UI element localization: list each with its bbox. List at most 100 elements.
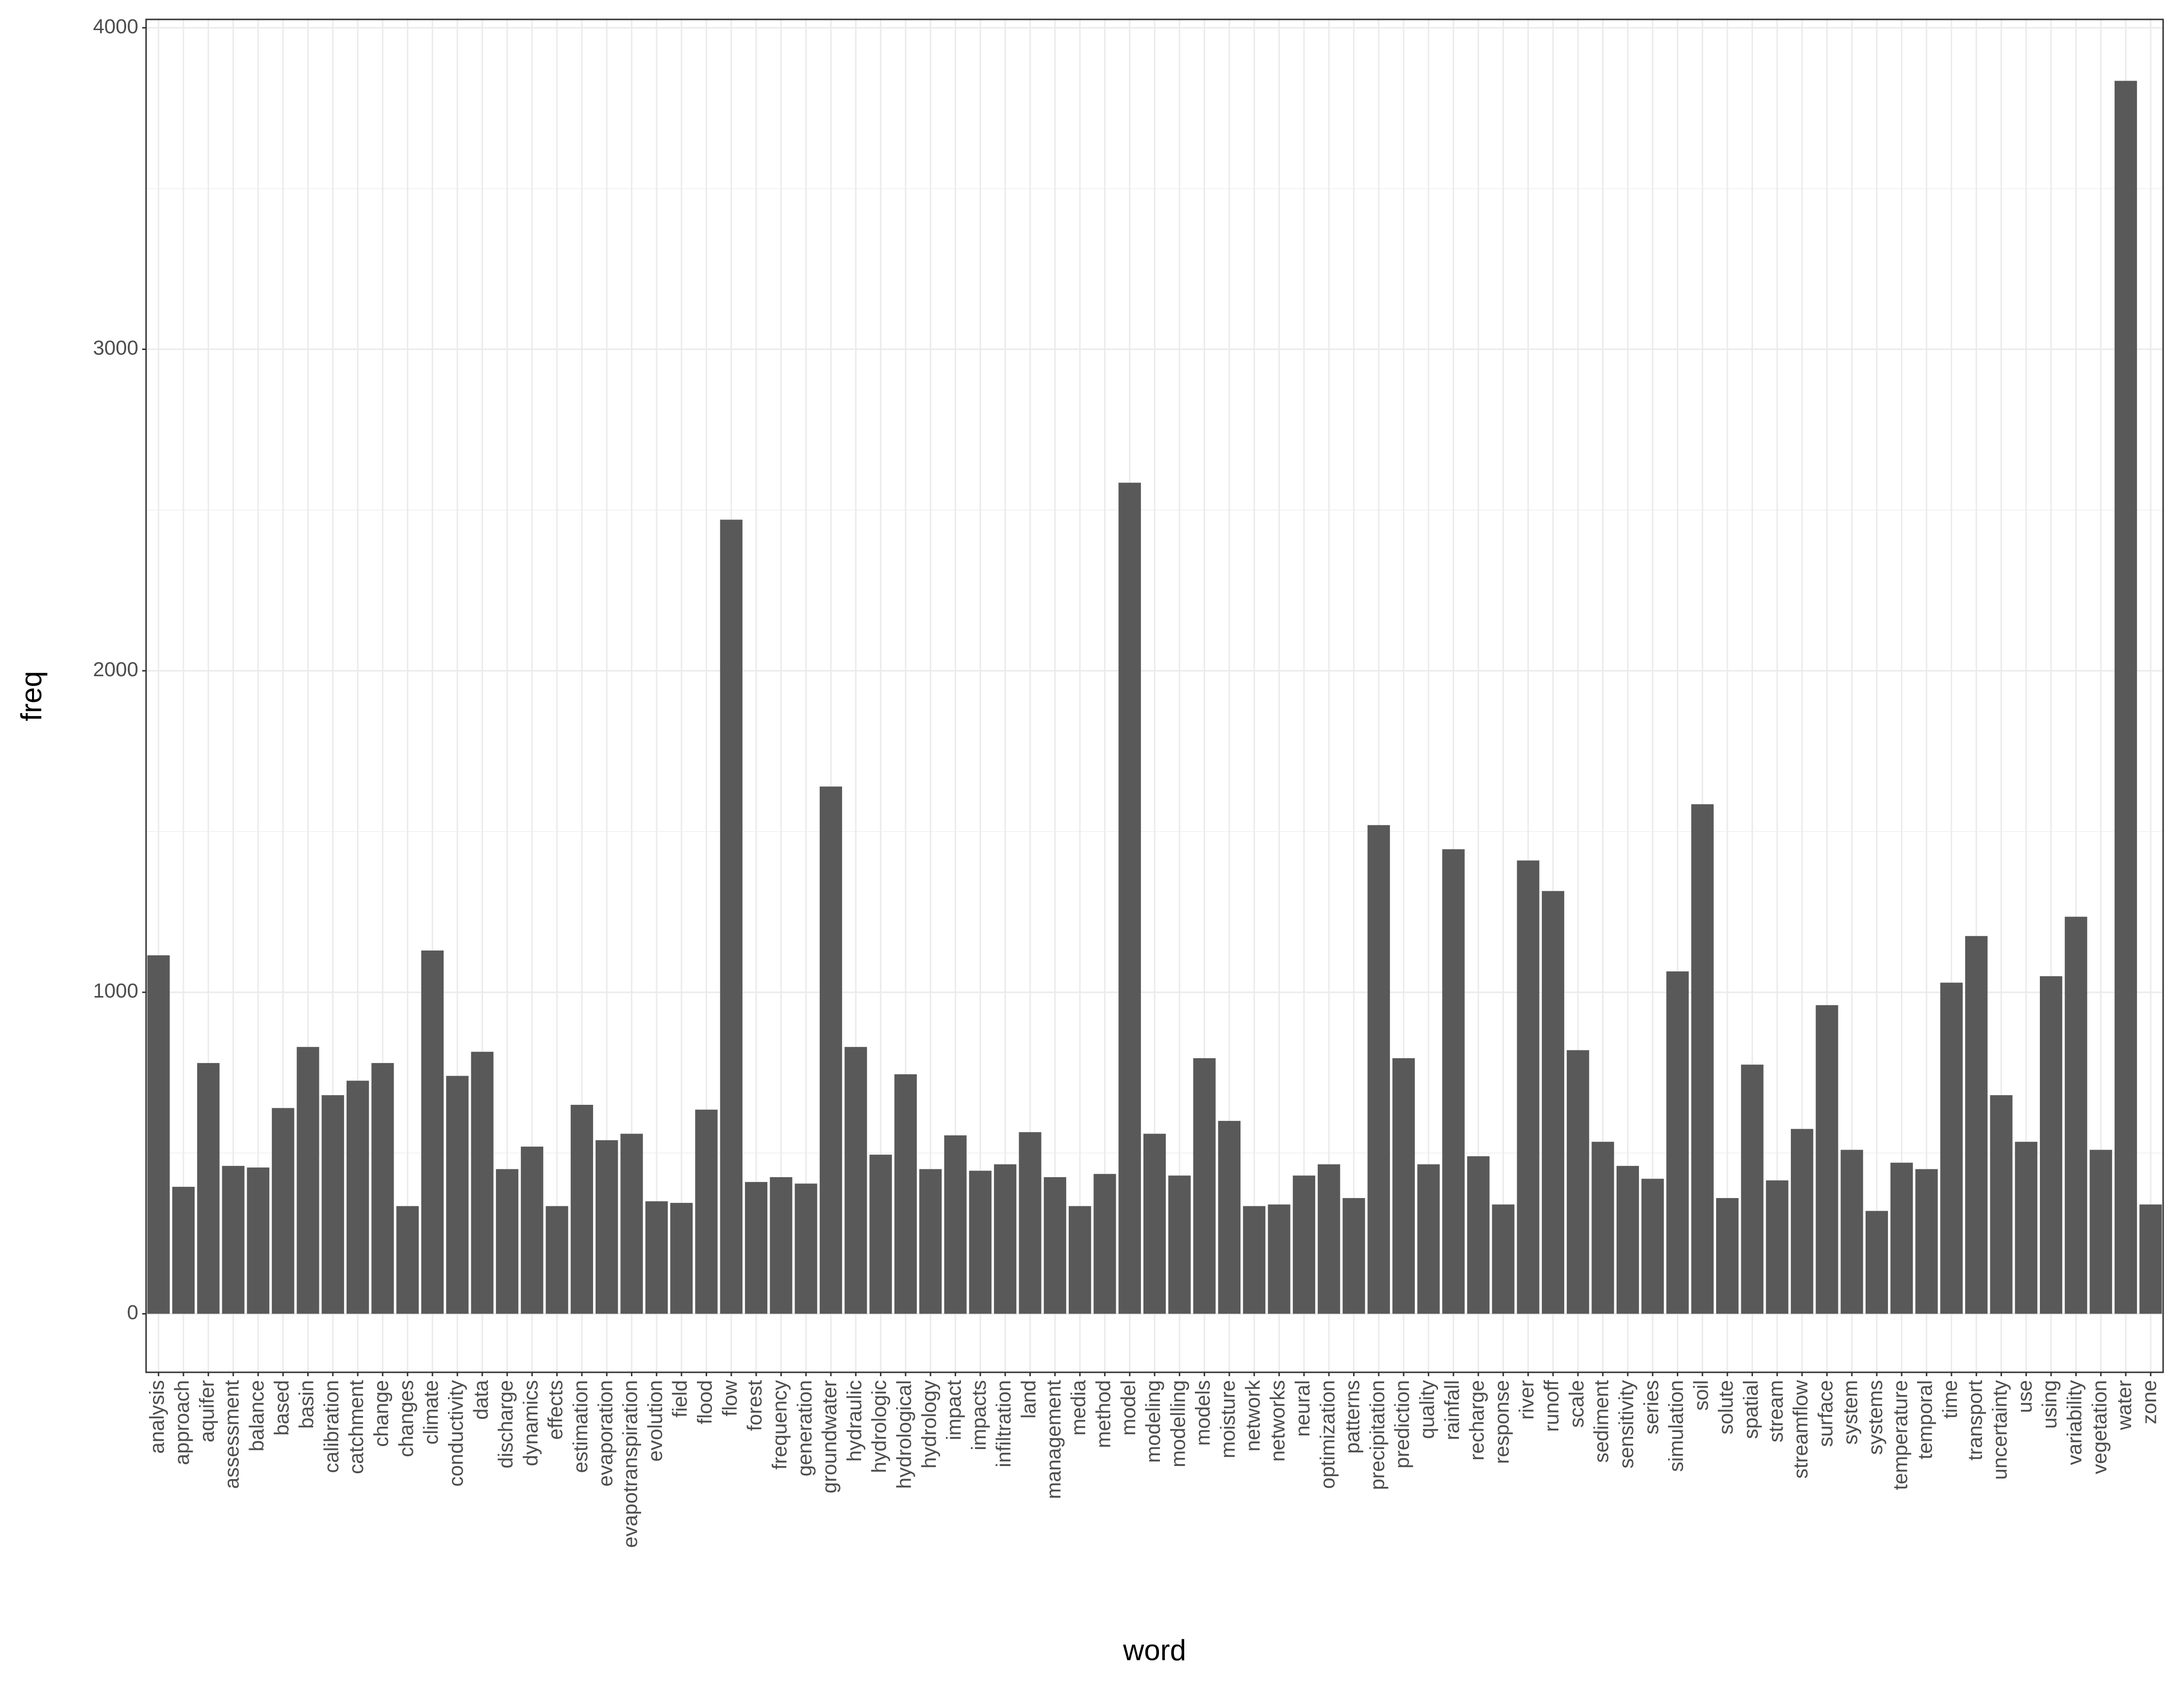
bar [1218, 1121, 1241, 1314]
bar [1990, 1095, 2013, 1314]
bar [1442, 849, 1465, 1314]
x-tick-label: hydrology [917, 1380, 940, 1468]
bar [2065, 916, 2087, 1314]
x-tick-label: hydrological [893, 1380, 915, 1489]
x-tick-label: impact [943, 1380, 965, 1440]
x-tick-label: assessment [220, 1380, 243, 1489]
bar [570, 1104, 593, 1314]
y-axis-title: freq [15, 671, 48, 721]
y-tick-label: 4000 [93, 15, 138, 37]
bar [819, 786, 843, 1314]
bar [471, 1051, 494, 1314]
bar [1168, 1175, 1191, 1314]
bar [147, 955, 170, 1314]
x-tick-label: evapotranspiration [619, 1380, 642, 1548]
bar [1666, 971, 1689, 1314]
x-tick-label: moisture [1216, 1380, 1239, 1458]
x-tick-label: aquifer [195, 1380, 218, 1442]
bar [1965, 936, 1988, 1314]
bar [1691, 804, 1714, 1314]
bar [1392, 1058, 1415, 1314]
x-tick-label: networks [1266, 1380, 1289, 1462]
bar [2114, 81, 2137, 1314]
x-tick-label: river [1515, 1380, 1538, 1420]
x-tick-label: system [1839, 1380, 1862, 1445]
x-tick-label: scale [1565, 1380, 1588, 1428]
bar [770, 1177, 793, 1314]
x-tick-label: impacts [967, 1380, 990, 1450]
x-tick-label: hydrologic [868, 1380, 891, 1473]
x-tick-label: management [1042, 1380, 1065, 1499]
bar [894, 1074, 917, 1314]
x-tick-label: flow [718, 1380, 741, 1416]
bar [496, 1169, 519, 1314]
x-tick-label: dynamics [519, 1380, 542, 1466]
x-tick-label: use [2013, 1380, 2036, 1413]
bar [720, 519, 743, 1314]
bar [2015, 1142, 2037, 1314]
x-tick-label: method [1092, 1380, 1114, 1448]
x-tick-label: stream [1764, 1380, 1787, 1442]
x-tick-label: prediction [1390, 1380, 1413, 1468]
bar [421, 950, 444, 1314]
bar [844, 1047, 867, 1314]
x-tick-label: modeling [1142, 1380, 1164, 1463]
x-tick-label: changes [395, 1380, 417, 1457]
x-tick-label: models [1191, 1380, 1214, 1446]
x-tick-label: effects [544, 1380, 567, 1440]
bar [794, 1183, 817, 1314]
x-tick-label: evaporation [594, 1380, 616, 1487]
y-tick-label: 2000 [93, 658, 138, 681]
x-tick-label: change [370, 1380, 393, 1447]
x-tick-label: balance [245, 1380, 268, 1451]
bar [1915, 1169, 1938, 1314]
bar [1517, 860, 1539, 1314]
plot-border [145, 18, 2164, 1373]
x-tick-label: optimization [1316, 1380, 1339, 1489]
x-tick-label: frequency [768, 1380, 791, 1469]
bar [2089, 1149, 2112, 1314]
x-tick-label: soil [1689, 1380, 1712, 1411]
bar [1865, 1211, 1888, 1314]
x-tick-label: quality [1415, 1380, 1438, 1439]
x-tick-label: estimation [569, 1380, 592, 1473]
x-tick-label: series [1639, 1380, 1662, 1434]
x-tick-label: vegetation [2088, 1380, 2111, 1474]
bar [347, 1081, 369, 1314]
x-tick-label: spatial [1739, 1380, 1762, 1439]
bar [1417, 1164, 1440, 1314]
x-tick-label: temperature [1888, 1380, 1911, 1490]
x-tick-label: surface [1814, 1380, 1837, 1447]
x-tick-label: approach [170, 1380, 193, 1465]
x-tick-label: systems [1864, 1380, 1886, 1455]
x-tick-label: media [1067, 1380, 1090, 1435]
y-tick-label: 0 [127, 1301, 138, 1324]
x-axis-title: word [1123, 1634, 1186, 1666]
bar [321, 1095, 344, 1314]
x-tick-label: time [1938, 1380, 1961, 1418]
bar [2040, 976, 2063, 1314]
x-tick-label: discharge [494, 1380, 517, 1468]
x-tick-label: water [2113, 1380, 2135, 1431]
bar [1940, 983, 1963, 1314]
x-tick-label: temporal [1914, 1380, 1936, 1459]
bar [1342, 1198, 1365, 1314]
x-tick-label: zone [2137, 1380, 2160, 1424]
bar [620, 1133, 643, 1314]
x-tick-label: sensitivity [1615, 1380, 1638, 1468]
x-tick-label: conductivity [444, 1380, 467, 1486]
x-tick-label: hydraulic [843, 1380, 865, 1462]
y-tick-label: 3000 [93, 336, 138, 359]
x-tick-label: variability [2063, 1380, 2086, 1465]
bar [1591, 1142, 1614, 1314]
x-tick-label: rainfall [1440, 1380, 1463, 1440]
bar [1567, 1050, 1589, 1314]
bar [1641, 1179, 1664, 1314]
bar [297, 1047, 319, 1314]
bar [869, 1154, 892, 1314]
bar [1243, 1206, 1266, 1314]
x-tick-label: uncertainty [1988, 1380, 2011, 1480]
bar [1093, 1174, 1116, 1314]
